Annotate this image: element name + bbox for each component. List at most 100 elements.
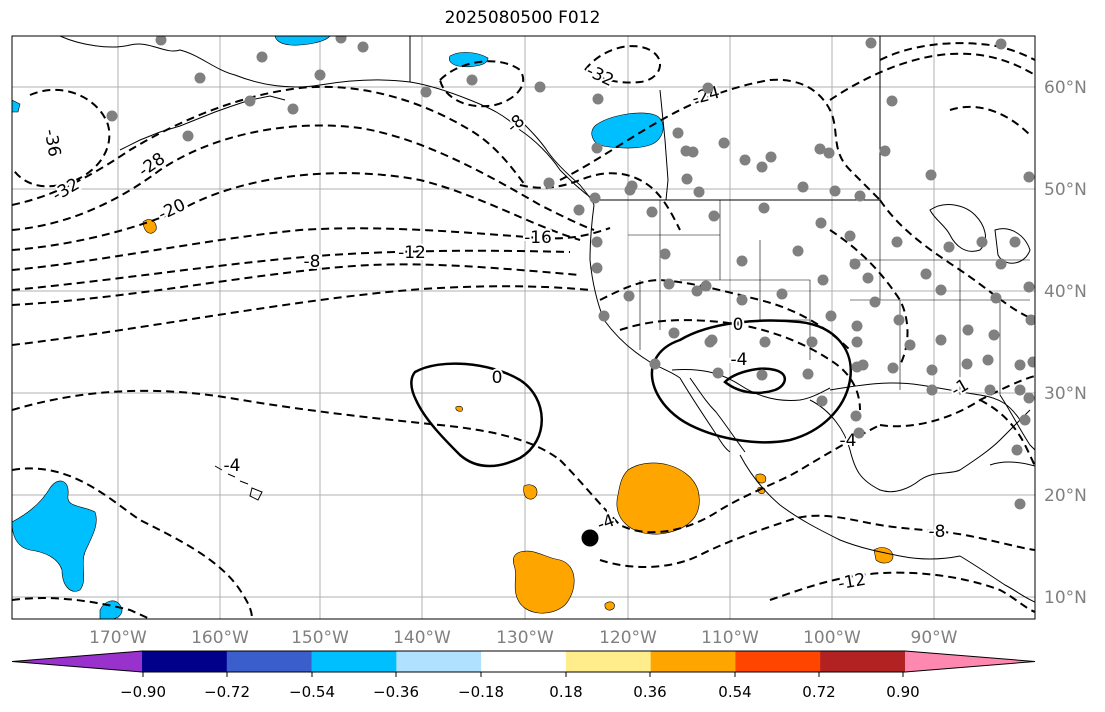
map-title: 2025080500 F012	[444, 8, 601, 28]
contour-ring-north	[438, 60, 525, 108]
station-dot	[893, 314, 905, 326]
alaska-panhandle	[409, 36, 595, 201]
contour-24-canada	[559, 78, 881, 201]
station-dot	[829, 185, 841, 197]
dashed-contours	[12, 42, 1035, 619]
contour-label: -12	[398, 243, 426, 263]
station-dot	[926, 384, 938, 396]
zero-contour-mexico-inner	[723, 367, 786, 395]
longitude-axis: 170°W 160°W 150°W 140°W 130°W 120°W 110°W 100°W…	[89, 628, 958, 648]
lon-tick-label: 150°W	[291, 628, 349, 648]
lat-tick-label: 10°N	[1044, 588, 1087, 608]
contour-east-ridge-2	[879, 42, 1035, 61]
map-frame	[11, 35, 1036, 620]
station-dot	[646, 206, 658, 218]
contour-8-mexico	[599, 514, 1035, 568]
station-dot	[182, 130, 194, 142]
contour-inland-2	[619, 319, 861, 411]
station-dot	[704, 336, 716, 348]
orange-region-mexico-offshore	[616, 462, 700, 535]
colorbar-outline	[11, 650, 1036, 673]
station-dot	[357, 41, 369, 53]
station-dot	[982, 354, 994, 366]
station-dot	[287, 103, 299, 115]
station-dot	[314, 69, 326, 81]
contour-label: 0	[733, 315, 744, 335]
colorbar-tick-label: 0.90	[886, 683, 919, 701]
station-dot	[681, 173, 693, 185]
lat-tick-label: 20°N	[1044, 486, 1087, 506]
station-dot	[668, 327, 680, 339]
station-dot	[814, 143, 826, 155]
hawaii-islands	[214, 465, 263, 501]
station-dot	[802, 368, 814, 380]
station-dot	[672, 127, 684, 139]
station-dot	[886, 95, 898, 107]
contour-label: 0	[492, 368, 503, 388]
colorbar-tick-labels: −0.90 −0.72 −0.54 −0.36 −0.18 0.18 0.36 0.54 0.7…	[120, 672, 920, 701]
cuba	[989, 461, 1035, 467]
contour-label: -16	[524, 228, 552, 248]
colorbar-tick-label: 0.54	[718, 683, 751, 701]
station-dot	[984, 384, 996, 396]
lon-tick-label: 120°W	[599, 628, 657, 648]
contour-4-gulf	[879, 375, 1035, 428]
station-dot	[765, 151, 777, 163]
station-dot	[759, 336, 771, 348]
station-dot	[776, 288, 788, 300]
station-dot	[823, 147, 835, 159]
station-dot	[792, 245, 804, 257]
orange-region-small-6	[455, 405, 463, 412]
blue-region-canada	[591, 112, 664, 149]
colorbar	[11, 650, 1036, 673]
station-dot	[995, 258, 1007, 270]
contour-12	[12, 249, 571, 291]
negative-anomaly-regions	[12, 36, 664, 619]
alaska-coast	[59, 36, 411, 88]
contour-4a	[12, 285, 591, 346]
colorbar-segment	[650, 651, 736, 672]
station-dot	[816, 395, 828, 407]
station-dot	[598, 310, 610, 322]
orange-region-small-1	[523, 484, 538, 500]
station-dot	[943, 241, 955, 253]
station-dot	[649, 358, 661, 370]
station-dot	[592, 93, 604, 105]
colorbar-tick-label: −0.18	[458, 683, 504, 701]
station-dot	[1014, 384, 1026, 396]
colorbar-segment	[565, 651, 652, 672]
station-dot	[865, 37, 877, 49]
blue-region-edge	[12, 99, 21, 113]
orange-region-south	[512, 550, 575, 614]
contour-4-middle	[12, 597, 151, 619]
station-dot	[466, 74, 478, 86]
orange-region-small-4	[755, 473, 767, 484]
station-dot	[904, 339, 916, 351]
station-dot	[700, 280, 712, 292]
contour-label: -4	[731, 350, 748, 370]
station-dot	[849, 258, 861, 270]
lon-tick-label: 170°W	[89, 628, 147, 648]
colorbar-tick-label: 0.36	[633, 683, 666, 701]
lat-tick-label: 50°N	[1044, 180, 1087, 200]
station-dot	[1025, 314, 1035, 326]
station-dot	[758, 202, 770, 214]
station-dot	[926, 364, 938, 376]
station-dot	[851, 320, 863, 332]
station-dot	[106, 110, 118, 122]
contour-36-west-center	[12, 88, 111, 188]
station-dot	[623, 290, 635, 302]
station-dot	[887, 362, 899, 374]
contour-inland-4	[879, 199, 1035, 321]
lon-tick-label: 140°W	[393, 628, 451, 648]
station-dot	[591, 142, 603, 154]
central-america	[959, 555, 1035, 603]
station-dot	[1019, 414, 1031, 426]
station-dot	[663, 278, 675, 290]
station-dot	[736, 294, 748, 306]
contour-20	[12, 172, 581, 251]
colorbar-tick-label: −0.54	[289, 683, 335, 701]
colorbar-tick-label: 0.72	[802, 683, 835, 701]
station-dot	[736, 255, 748, 267]
